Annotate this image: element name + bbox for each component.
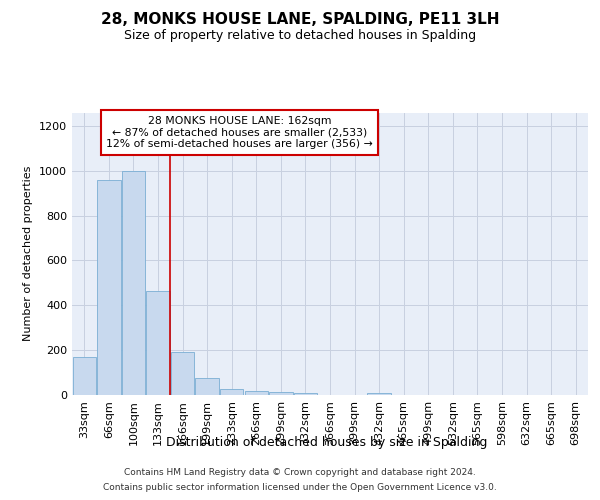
Text: Distribution of detached houses by size in Spalding: Distribution of detached houses by size … <box>166 436 488 449</box>
Text: 28 MONKS HOUSE LANE: 162sqm
← 87% of detached houses are smaller (2,533)
12% of : 28 MONKS HOUSE LANE: 162sqm ← 87% of det… <box>106 116 373 149</box>
Text: Contains public sector information licensed under the Open Government Licence v3: Contains public sector information licen… <box>103 483 497 492</box>
Text: Size of property relative to detached houses in Spalding: Size of property relative to detached ho… <box>124 28 476 42</box>
Bar <box>245 390 268 395</box>
Bar <box>196 378 219 395</box>
Text: 28, MONKS HOUSE LANE, SPALDING, PE11 3LH: 28, MONKS HOUSE LANE, SPALDING, PE11 3LH <box>101 12 499 28</box>
Bar <box>97 180 121 395</box>
Bar <box>220 390 244 395</box>
Bar <box>269 392 293 395</box>
Bar <box>146 290 170 395</box>
Bar <box>73 357 96 395</box>
Bar <box>367 393 391 395</box>
Text: Contains HM Land Registry data © Crown copyright and database right 2024.: Contains HM Land Registry data © Crown c… <box>124 468 476 477</box>
Bar <box>171 352 194 395</box>
Bar <box>122 171 145 395</box>
Bar <box>294 393 317 395</box>
Y-axis label: Number of detached properties: Number of detached properties <box>23 166 34 342</box>
